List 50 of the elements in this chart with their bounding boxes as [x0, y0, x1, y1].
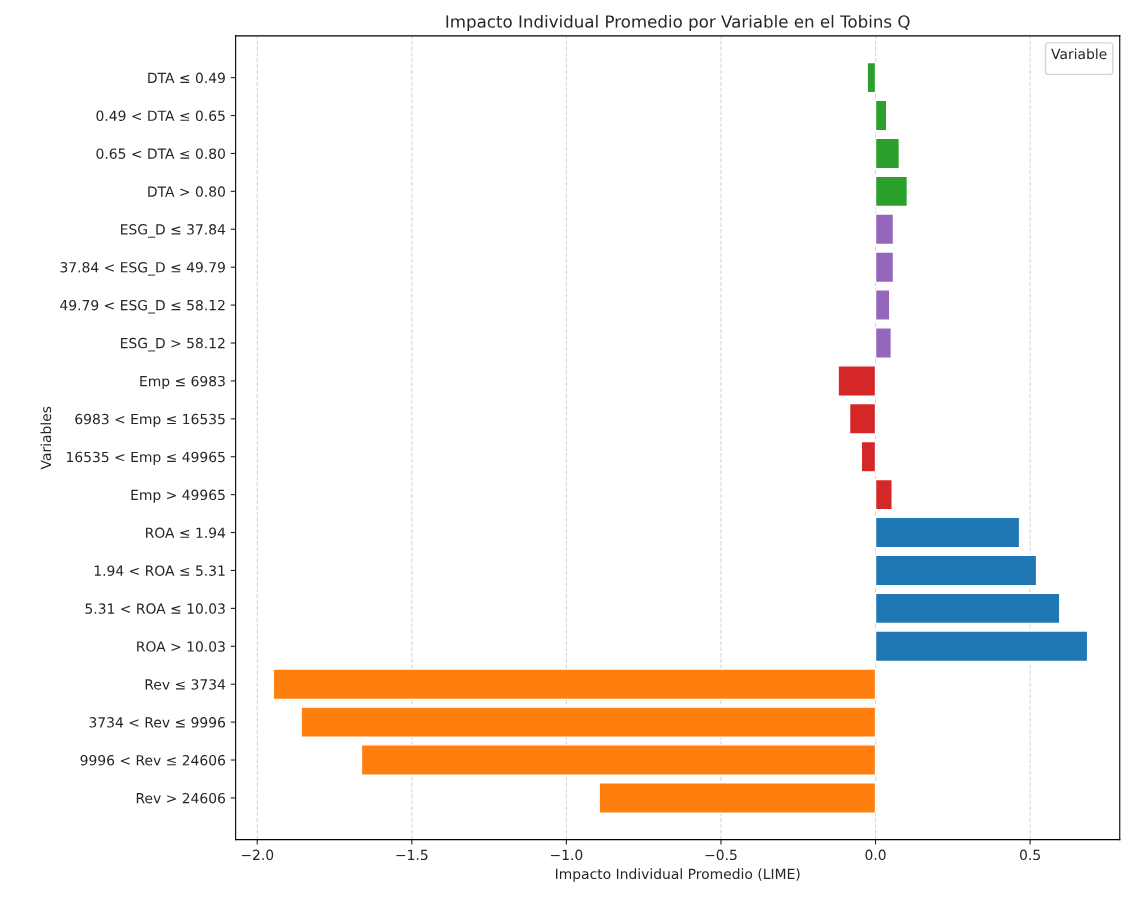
- y-tick-label: ESG_D ≤ 37.84: [121, 224, 226, 238]
- x-axis-title: Impacto Individual Promedio (LIME): [555, 868, 800, 882]
- bar: [272, 668, 877, 701]
- x-tick-label: −1.0: [551, 849, 583, 861]
- y-tick-label: ESG_D > 58.12: [121, 337, 225, 352]
- y-tick-label: 3734 < Rev ≤ 9996: [89, 717, 226, 728]
- y-tick-label: 16535 < Emp ≤ 49965: [67, 451, 225, 465]
- bar: [300, 706, 877, 738]
- bar: [874, 251, 895, 284]
- bar: [874, 554, 1038, 587]
- bar: [874, 478, 893, 511]
- y-tick-label: 49.79 < ESG_D ≤ 58.12: [60, 299, 225, 314]
- bar: [598, 782, 877, 814]
- y-tick-label: Rev ≤ 3734: [145, 679, 226, 690]
- bar: [860, 440, 877, 473]
- x-tick-label: 0.5: [1019, 849, 1040, 861]
- bar: [874, 327, 892, 359]
- y-tick-label: DTA > 0.80: [148, 186, 225, 197]
- y-tick-label: 5.31 < ROA ≤ 10.03: [85, 603, 225, 614]
- bar: [874, 213, 895, 246]
- y-tick-label: Emp ≤ 6983: [140, 375, 225, 390]
- x-tick-label: −1.5: [396, 849, 428, 861]
- bar: [874, 137, 901, 170]
- legend-title: Variable: [1051, 48, 1107, 60]
- bar: [848, 402, 877, 435]
- bar: [874, 630, 1089, 663]
- bar: [360, 744, 877, 776]
- y-tick-label: 0.49 < DTA ≤ 0.65: [96, 110, 225, 122]
- y-tick-label: 0.65 < DTA ≤ 0.80: [96, 148, 225, 159]
- y-tick-label: 6983 < Emp ≤ 16535: [75, 413, 225, 427]
- x-tick-label: −0.5: [705, 849, 737, 861]
- y-tick-label: ROA ≤ 1.94: [146, 527, 226, 539]
- bar: [874, 175, 909, 208]
- y-tick-label: DTA ≤ 0.49: [148, 72, 225, 84]
- bar: [866, 61, 877, 94]
- bar: [874, 289, 891, 321]
- y-tick-label: ROA > 10.03: [137, 641, 225, 652]
- y-tick-label: Emp > 49965: [131, 489, 225, 503]
- y-tick-label: 9996 < Rev ≤ 24606: [80, 754, 226, 766]
- chart-title: Impacto Individual Promedio por Variable en el Tobins Q: [446, 14, 910, 32]
- y-tick-label: Rev > 24606: [136, 792, 226, 804]
- bar: [874, 99, 888, 132]
- x-tick-label: 0.0: [865, 849, 886, 861]
- bar: [837, 365, 877, 397]
- bar: [874, 592, 1061, 625]
- y-tick-label: 1.94 < ROA ≤ 5.31: [94, 565, 225, 576]
- x-tick-label: −2.0: [241, 849, 274, 861]
- y-tick-label: 37.84 < ESG_D ≤ 49.79: [60, 262, 225, 276]
- y-axis-title: Variables: [40, 406, 52, 470]
- bar: [874, 516, 1021, 549]
